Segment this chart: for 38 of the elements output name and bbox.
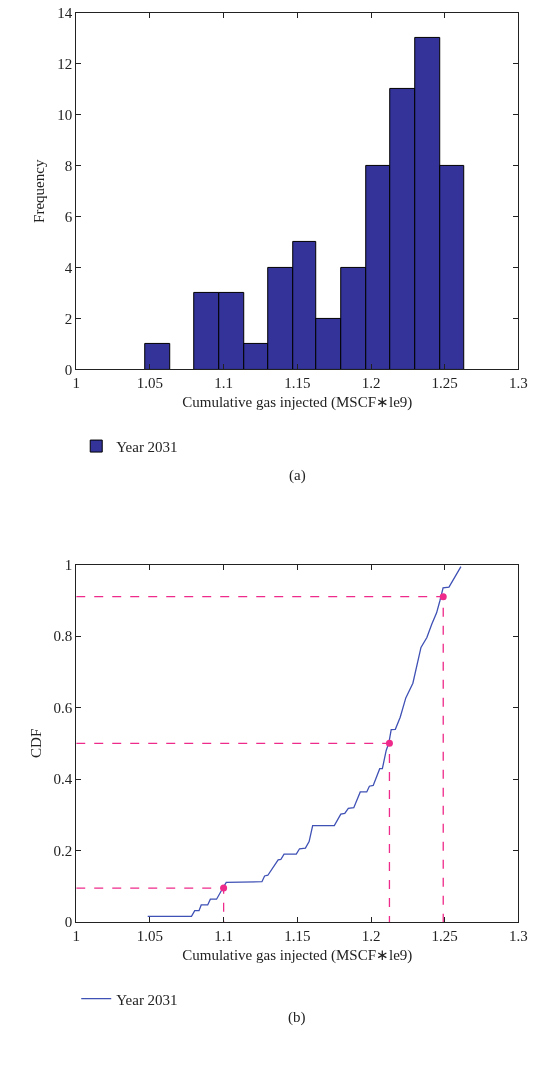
point: [385, 739, 393, 747]
x-axis-title: Cumulative gas injected (MSCF∗le9): [182, 947, 413, 965]
x-axis-title: Cumulative gas injected (MSCF∗le9): [182, 394, 413, 412]
text: (b): [288, 1009, 306, 1026]
y-tick-label: 0: [64, 914, 73, 931]
y-tick-label: 0.2: [53, 842, 73, 859]
y-axis-title: CDF: [27, 728, 44, 758]
y-tick-label: 8: [64, 158, 73, 174]
x-tick-label: 1.15: [284, 375, 311, 392]
x-tick-label: 1.1: [214, 928, 233, 945]
text: (a): [289, 467, 306, 484]
x-tick-label: 1.05: [136, 375, 164, 392]
x-tick-label: 1.25: [431, 375, 458, 392]
x-tick-label: 1.25: [431, 928, 458, 945]
x-tick-label: 1.3: [509, 928, 528, 945]
legend-label: Year 2031: [116, 991, 178, 1008]
y-tick-label: 0.8: [53, 628, 73, 645]
point: [439, 593, 447, 601]
y-tick-label: 10: [57, 107, 73, 124]
x-tick-label: 1.2: [361, 375, 381, 392]
y-tick-label: 6: [64, 208, 73, 225]
y-tick-label: 0.4: [53, 771, 73, 788]
legend-label: Year 2031: [116, 438, 178, 455]
y-axis-title: Frequency: [31, 159, 48, 223]
x-tick-label: 1.15: [284, 928, 311, 945]
y-tick-label: 1: [64, 556, 73, 573]
y-tick-label: 0: [64, 361, 73, 378]
y-tick-label: 4: [64, 259, 73, 276]
x-tick-label: 1.3: [509, 375, 528, 392]
y-tick-label: 0.6: [53, 699, 73, 716]
y-tick-label: 12: [57, 56, 73, 73]
y-tick-label: 2: [64, 310, 73, 327]
point: [220, 884, 228, 892]
line-series: [147, 566, 462, 918]
x-tick-label: 1.1: [214, 375, 233, 392]
x-tick-label: 1.05: [136, 928, 164, 945]
x-tick-label: 1.2: [361, 928, 381, 945]
y-tick-label: 14: [57, 5, 73, 22]
